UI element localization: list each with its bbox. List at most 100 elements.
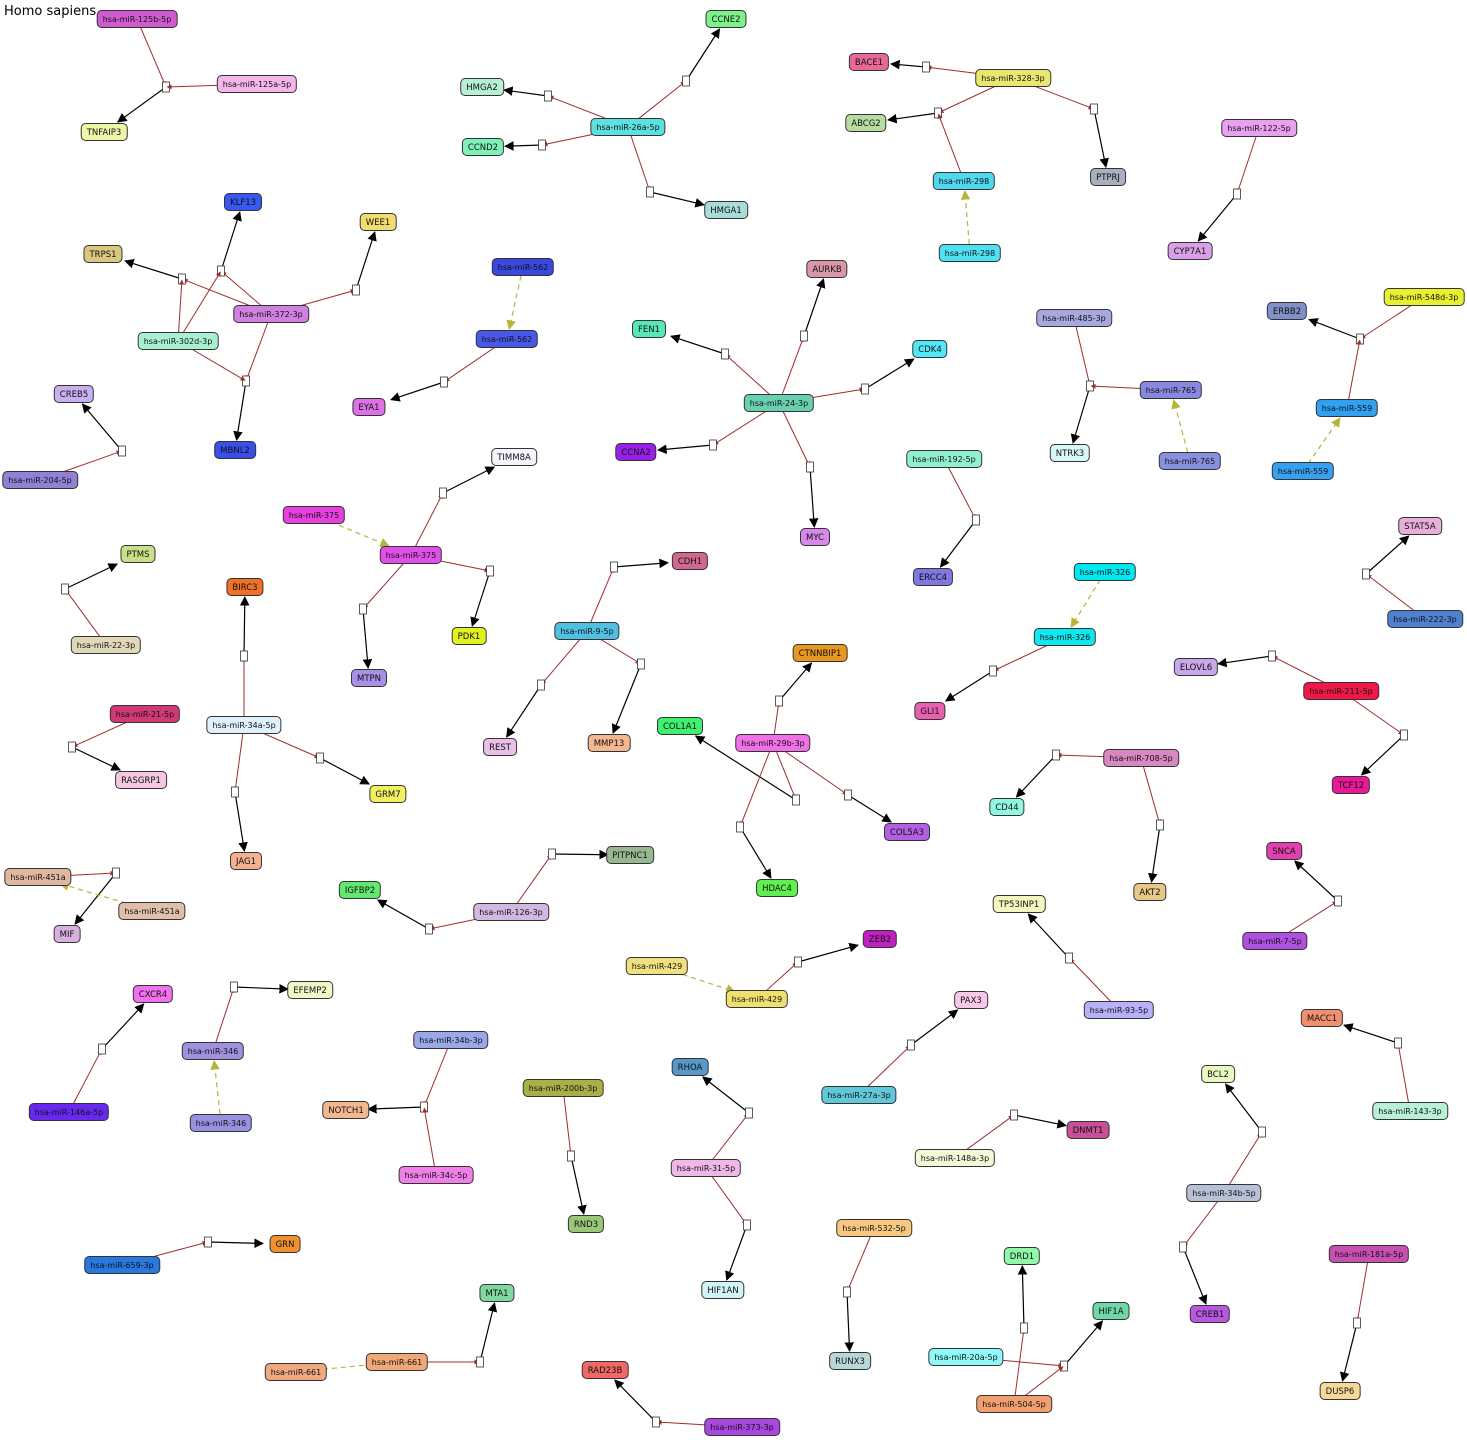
gene-node[interactable]: BCL2 bbox=[1201, 1065, 1235, 1083]
gene-node[interactable]: HIF1AN bbox=[701, 1281, 745, 1299]
gene-node[interactable]: BACE1 bbox=[848, 53, 890, 71]
gene-node[interactable]: MACC1 bbox=[1300, 1009, 1344, 1027]
reaction-connector[interactable] bbox=[476, 1356, 484, 1368]
gene-node[interactable]: GLI1 bbox=[914, 702, 946, 720]
reaction-connector[interactable] bbox=[1060, 1360, 1068, 1372]
reaction-connector[interactable] bbox=[1334, 895, 1342, 907]
reaction-connector[interactable] bbox=[1258, 1126, 1266, 1138]
mirna-node[interactable]: hsa-miR-27a-3p bbox=[821, 1086, 897, 1104]
mirna-node[interactable]: hsa-miR-7-5p bbox=[1242, 932, 1308, 950]
reaction-connector[interactable] bbox=[359, 603, 367, 615]
mirna-node[interactable]: hsa-miR-559 bbox=[1315, 399, 1379, 417]
mirna-node[interactable]: hsa-miR-200b-3p bbox=[522, 1079, 604, 1097]
gene-node[interactable]: CCNA2 bbox=[615, 443, 657, 461]
gene-node[interactable]: CYP7A1 bbox=[1167, 242, 1213, 260]
gene-node[interactable]: JAG1 bbox=[229, 852, 263, 870]
reaction-connector[interactable] bbox=[1086, 380, 1094, 392]
mirna-node[interactable]: hsa-miR-24-3p bbox=[743, 394, 815, 412]
gene-node[interactable]: NTRK3 bbox=[1049, 444, 1091, 462]
reaction-connector[interactable] bbox=[1233, 188, 1241, 200]
gene-node[interactable]: TIMM8A bbox=[491, 448, 537, 466]
mirna-node[interactable]: hsa-miR-146a-5p bbox=[28, 1103, 110, 1121]
mirna-node[interactable]: hsa-miR-451a bbox=[4, 868, 72, 886]
mirna-node[interactable]: hsa-miR-125b-5p bbox=[96, 10, 178, 28]
reaction-connector[interactable] bbox=[1010, 1109, 1018, 1121]
gene-node[interactable]: WEE1 bbox=[359, 213, 397, 231]
gene-node[interactable]: ZEB2 bbox=[862, 930, 898, 948]
gene-node[interactable]: EYA1 bbox=[352, 398, 386, 416]
mirna-node[interactable]: hsa-miR-373-3p bbox=[704, 1418, 780, 1436]
reaction-connector[interactable] bbox=[439, 487, 447, 499]
gene-node[interactable]: ELOVL6 bbox=[1173, 658, 1219, 676]
gene-node[interactable]: CREB5 bbox=[53, 385, 95, 403]
mirna-node[interactable]: hsa-miR-204-5p bbox=[2, 471, 78, 489]
reaction-connector[interactable] bbox=[242, 375, 250, 387]
mirna-node[interactable]: hsa-miR-29b-3p bbox=[735, 734, 811, 752]
gene-node[interactable]: MYC bbox=[800, 528, 830, 546]
mirna-node[interactable]: hsa-miR-548d-3p bbox=[1383, 288, 1465, 306]
mirna-node[interactable]: hsa-miR-661 bbox=[264, 1363, 328, 1381]
mirna-node[interactable]: hsa-miR-485-3p bbox=[1036, 309, 1112, 327]
reaction-connector[interactable] bbox=[162, 81, 170, 93]
gene-node[interactable]: CTNNBIP1 bbox=[792, 644, 848, 662]
reaction-connector[interactable] bbox=[68, 741, 76, 753]
reaction-connector[interactable] bbox=[1065, 952, 1073, 964]
reaction-connector[interactable] bbox=[204, 1236, 212, 1248]
mirna-node[interactable]: hsa-miR-192-5p bbox=[906, 450, 982, 468]
reaction-connector[interactable] bbox=[1268, 650, 1276, 662]
reaction-connector[interactable] bbox=[61, 583, 69, 595]
gene-node[interactable]: RUNX3 bbox=[829, 1352, 871, 1370]
reaction-connector[interactable] bbox=[1020, 1322, 1028, 1334]
gene-node[interactable]: MIF bbox=[53, 925, 81, 943]
gene-node[interactable]: KLF13 bbox=[223, 193, 263, 211]
mirna-node[interactable]: hsa-miR-375 bbox=[282, 506, 346, 524]
mirna-node[interactable]: hsa-miR-148a-3p bbox=[914, 1149, 996, 1167]
reaction-connector[interactable] bbox=[1156, 819, 1164, 831]
gene-node[interactable]: ERBB2 bbox=[1266, 302, 1308, 320]
mirna-node[interactable]: hsa-miR-559 bbox=[1271, 462, 1335, 480]
reaction-connector[interactable] bbox=[112, 867, 120, 879]
reaction-connector[interactable] bbox=[844, 789, 852, 801]
gene-node[interactable]: TNFAIP3 bbox=[80, 123, 128, 141]
gene-node[interactable]: FEN1 bbox=[631, 320, 667, 338]
gene-node[interactable]: COL1A1 bbox=[657, 717, 703, 735]
reaction-connector[interactable] bbox=[800, 330, 808, 342]
reaction-connector[interactable] bbox=[743, 1219, 751, 1231]
gene-node[interactable]: CDH1 bbox=[671, 552, 709, 570]
reaction-connector[interactable] bbox=[1394, 1037, 1402, 1049]
mirna-node[interactable]: hsa-miR-504-5p bbox=[976, 1395, 1052, 1413]
reaction-connector[interactable] bbox=[98, 1043, 106, 1055]
gene-node[interactable]: IGFBP2 bbox=[338, 881, 382, 899]
mirna-node[interactable]: hsa-miR-451a bbox=[118, 902, 186, 920]
mirna-node[interactable]: hsa-miR-31-5p bbox=[670, 1159, 742, 1177]
mirna-node[interactable]: hsa-miR-375 bbox=[379, 546, 443, 564]
mirna-node[interactable]: hsa-miR-302d-3p bbox=[137, 332, 219, 350]
mirna-node[interactable]: hsa-miR-532-5p bbox=[836, 1219, 912, 1237]
reaction-connector[interactable] bbox=[1362, 568, 1370, 580]
reaction-connector[interactable] bbox=[231, 786, 239, 798]
gene-node[interactable]: CDK4 bbox=[912, 340, 948, 358]
gene-node[interactable]: CXCR4 bbox=[132, 985, 174, 1003]
mirna-node[interactable]: hsa-miR-298 bbox=[938, 244, 1002, 262]
gene-node[interactable]: CCND2 bbox=[461, 138, 505, 156]
reaction-connector[interactable] bbox=[637, 658, 645, 670]
reaction-connector[interactable] bbox=[736, 821, 744, 833]
gene-node[interactable]: TRPS1 bbox=[83, 245, 123, 263]
gene-node[interactable]: PITPNC1 bbox=[606, 846, 654, 864]
gene-node[interactable]: PAX3 bbox=[954, 991, 988, 1009]
reaction-connector[interactable] bbox=[843, 1286, 851, 1298]
reaction-connector[interactable] bbox=[806, 461, 814, 473]
gene-node[interactable]: HDAC4 bbox=[756, 879, 798, 897]
mirna-node[interactable]: hsa-miR-765 bbox=[1158, 452, 1222, 470]
mirna-node[interactable]: hsa-miR-326 bbox=[1033, 628, 1097, 646]
mirna-node[interactable]: hsa-miR-765 bbox=[1139, 381, 1203, 399]
gene-node[interactable]: CREB1 bbox=[1189, 1305, 1231, 1323]
gene-node[interactable]: HIF1A bbox=[1092, 1302, 1130, 1320]
reaction-connector[interactable] bbox=[240, 650, 248, 662]
mirna-node[interactable]: hsa-miR-562 bbox=[475, 330, 539, 348]
reaction-connector[interactable] bbox=[425, 923, 433, 935]
reaction-connector[interactable] bbox=[1356, 333, 1364, 345]
mirna-node[interactable]: hsa-miR-21-5p bbox=[109, 705, 181, 723]
mirna-node[interactable]: hsa-miR-20a-5p bbox=[928, 1348, 1004, 1366]
mirna-node[interactable]: hsa-miR-222-3p bbox=[1387, 610, 1463, 628]
